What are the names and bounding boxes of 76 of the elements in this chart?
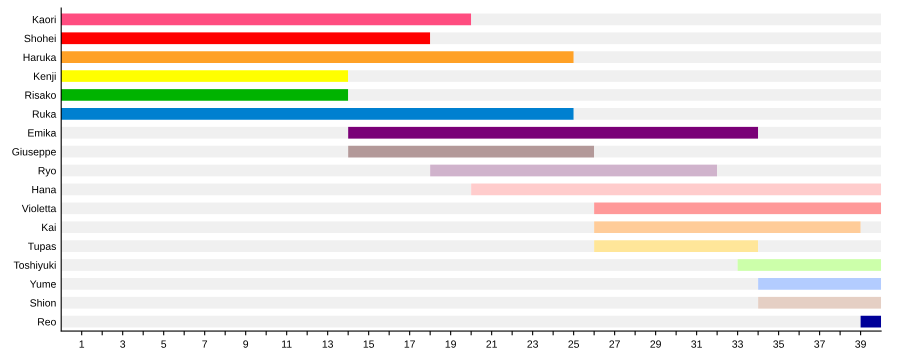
bar	[758, 240, 882, 252]
bar	[61, 51, 574, 64]
bar	[594, 221, 861, 234]
bar	[348, 126, 758, 139]
bar	[860, 316, 882, 328]
bar	[61, 108, 574, 120]
y-tick-label: Violetta	[22, 204, 56, 212]
y-tick-label: Shohei	[24, 34, 56, 42]
y-tick-label: Emika	[28, 128, 56, 137]
bar	[758, 296, 882, 309]
bar	[574, 51, 882, 64]
bar	[594, 240, 758, 252]
x-tick-label: 21	[486, 340, 497, 348]
bar	[348, 146, 594, 158]
y-tick-label: Reo	[38, 318, 56, 326]
bar	[61, 146, 348, 158]
bar	[61, 296, 758, 309]
x-tick-label: 37	[814, 340, 825, 348]
x-tick-label: 5	[161, 340, 166, 348]
x-tick-label: 25	[568, 340, 579, 348]
y-tick-label: Kai	[42, 223, 56, 232]
x-tick-label: 13	[322, 340, 334, 348]
bar	[61, 316, 861, 328]
x-tick-label: 23	[527, 340, 538, 348]
bar	[594, 146, 882, 158]
bar	[61, 32, 430, 44]
x-tick-label: 39	[855, 340, 866, 348]
bar	[61, 259, 738, 271]
y-tick-label: Haruka	[24, 53, 56, 62]
bar	[471, 14, 882, 26]
y-tick-label: Ruka	[32, 110, 56, 118]
x-tick-label: 1	[80, 340, 84, 348]
x-tick-label: 33	[732, 340, 743, 348]
y-tick-label: Tupas	[28, 242, 56, 252]
bar	[61, 278, 758, 290]
bar	[860, 221, 882, 234]
y-tick-label: Ryo	[38, 167, 56, 176]
bar	[758, 126, 882, 139]
x-tick-label: 7	[202, 340, 208, 348]
x-tick-label: 31	[691, 340, 702, 348]
bar	[61, 240, 594, 252]
x-tick-label: 29	[650, 340, 661, 348]
x-tick-label: 15	[364, 340, 374, 348]
x-tick-label: 17	[404, 340, 415, 348]
bar	[430, 32, 882, 44]
bar	[61, 89, 348, 101]
bar	[61, 14, 472, 26]
x-tick-label: 35	[773, 340, 784, 348]
y-tick-label: Hana	[32, 186, 56, 194]
x-tick-label: 9	[243, 340, 248, 348]
bar	[430, 164, 718, 176]
x-tick-label: 11	[282, 340, 292, 348]
bar	[61, 202, 594, 214]
bar	[738, 259, 882, 271]
bar	[61, 164, 430, 176]
x-tick-label: 19	[446, 340, 456, 348]
bar	[61, 221, 594, 234]
bar	[471, 184, 882, 196]
bar	[758, 278, 882, 290]
y-tick-label: Kaori	[32, 16, 56, 24]
bar	[717, 164, 882, 176]
y-tick-label: Risako	[25, 91, 56, 99]
bar	[574, 108, 882, 120]
y-tick-label: Yume	[30, 280, 56, 288]
y-tick-label: Giuseppe	[12, 148, 56, 158]
bar	[61, 126, 348, 139]
y-tick-label: Shion	[30, 298, 56, 307]
y-tick-label: Toshiyuki	[14, 261, 56, 271]
y-tick-label: Kenji	[34, 72, 56, 82]
x-tick-label: 27	[609, 340, 620, 348]
bar	[594, 202, 882, 214]
bar	[348, 89, 882, 101]
bar	[61, 184, 472, 196]
bar	[348, 70, 882, 82]
x-tick-label: 3	[120, 340, 126, 348]
bar	[61, 70, 348, 82]
